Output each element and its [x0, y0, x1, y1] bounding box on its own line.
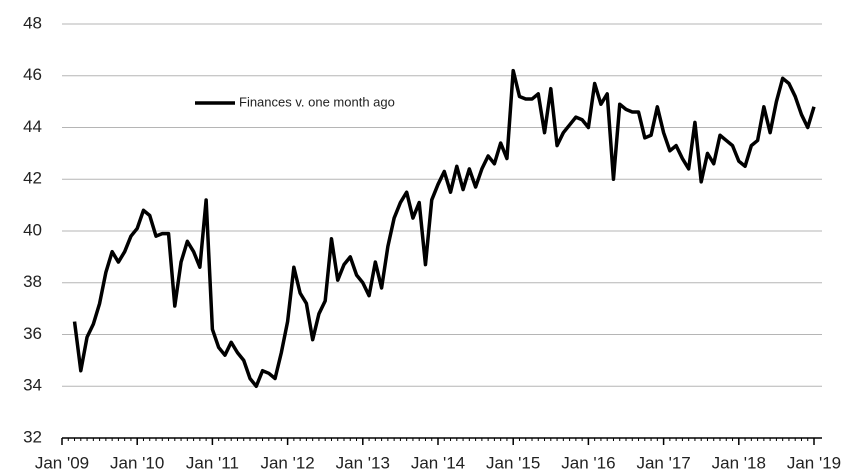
x-tick-label: Jan '12 — [260, 453, 314, 472]
x-tick-label: Jan '18 — [712, 453, 766, 472]
x-tick-label: Jan '13 — [336, 453, 390, 472]
legend-label: Finances v. one month ago — [239, 94, 395, 109]
x-tick-label: Jan '11 — [186, 453, 239, 472]
x-tick-label: Jan '16 — [561, 453, 615, 472]
x-tick-label: Jan '09 — [35, 453, 89, 472]
y-tick-label: 40 — [23, 220, 42, 239]
y-tick-label: 46 — [23, 65, 42, 84]
x-tick-label: Jan '10 — [110, 453, 164, 472]
y-tick-label: 44 — [23, 117, 42, 136]
x-tick-label: Jan '17 — [636, 453, 690, 472]
data-line — [72, 68, 816, 388]
x-tick-label: Jan '15 — [486, 453, 540, 472]
y-tick-label: 32 — [23, 427, 42, 446]
y-tick-label: 38 — [23, 272, 42, 291]
y-tick-label: 48 — [23, 13, 42, 32]
y-tick-label: 36 — [23, 324, 42, 343]
x-tick-label: Jan '14 — [411, 453, 465, 472]
x-tick-label: Jan '19 — [787, 453, 841, 472]
y-tick-label: 34 — [23, 376, 42, 395]
y-tick-label: 42 — [23, 169, 42, 188]
